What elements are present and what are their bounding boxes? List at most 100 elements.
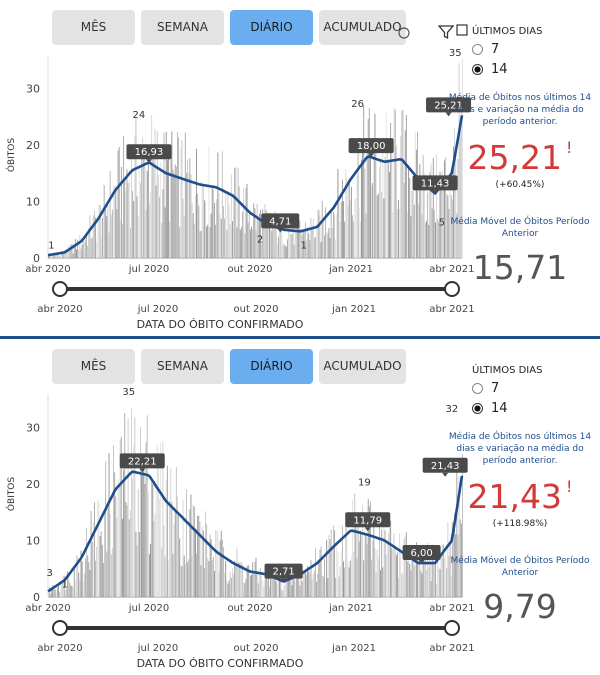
focus-mode-icon[interactable] [456,24,468,40]
daily-bar [146,415,148,597]
tab-semana[interactable]: SEMANA [141,10,224,45]
tab-mes[interactable]: MÊS [52,10,135,45]
more-options-icon[interactable] [398,27,410,43]
daily-bar [175,166,177,258]
daily-bar [64,253,66,258]
average-value: 25,21! [467,138,573,177]
daily-bar [424,222,426,258]
daily-bar [395,555,397,597]
slider-tick-label: abr 2021 [429,643,474,654]
daily-bar [159,196,160,258]
daily-bar [460,523,462,597]
daily-bar [126,169,128,258]
daily-bar [226,229,228,258]
daily-bar [245,579,247,597]
daily-bar [298,567,300,597]
svg-text:4,71: 4,71 [269,216,291,227]
tab-diario[interactable]: DIÁRIO [230,349,313,384]
radio-option-14[interactable]: 14 [472,62,508,77]
daily-bar [73,565,75,597]
daily-bar [181,140,183,258]
daily-bar [278,571,279,597]
slider-handle-start[interactable] [52,281,68,297]
daily-bar [285,246,287,258]
daily-bar [337,168,339,258]
daily-bar [350,186,352,258]
daily-bar [235,167,237,258]
daily-bar [114,185,116,258]
tab-mes[interactable]: MÊS [52,349,135,384]
tab-diario[interactable]: DIÁRIO [230,10,313,45]
daily-bar [299,220,301,258]
data-label: 24 [133,110,146,121]
daily-bar [267,566,269,597]
daily-bar [373,141,375,258]
daily-bar [269,213,270,258]
daily-bar [114,472,116,597]
daily-bar [440,556,442,597]
y-axis-label: ÓBITOS [7,476,18,512]
radio-option-14[interactable]: 14 [472,401,508,416]
daily-bar [417,550,419,597]
daily-bar [432,559,434,597]
daily-bar [199,521,201,597]
daily-bar [224,573,226,597]
daily-bar [361,532,362,597]
daily-bar [289,229,291,258]
slider-handle-end[interactable] [444,281,460,297]
daily-bar [384,530,386,597]
daily-bar [189,158,191,258]
daily-bar [402,109,404,258]
radio-option-7[interactable]: 7 [472,42,499,57]
daily-bar [384,156,386,258]
tab-acumulado[interactable]: ACUMULADO [319,10,406,45]
daily-bar [251,574,252,597]
daily-bar [177,132,178,258]
daily-bar [291,234,293,258]
daily-bar [236,227,238,258]
y-tick-label: 20 [26,478,40,491]
filter-icon[interactable] [437,24,455,44]
daily-bar [284,582,286,597]
slider-handle-end[interactable] [444,620,460,636]
radio-option-7[interactable]: 7 [472,381,499,396]
slider-handle-start[interactable] [52,620,68,636]
value-callout: 16,93 [126,144,172,164]
daily-bar [56,587,58,597]
daily-bar [418,204,420,258]
daily-bar [228,580,230,597]
daily-bar [300,575,302,597]
tab-acumulado[interactable]: ACUMULADO [319,349,406,384]
daily-bar [439,569,441,597]
daily-bar [49,586,51,597]
daily-bar [64,590,66,597]
daily-bar [352,499,353,597]
daily-bar [140,182,141,258]
daily-bar [81,244,83,258]
daily-bar [240,561,242,597]
daily-bar [426,570,427,597]
daily-bar [229,571,231,597]
last-days-label: ÚLTIMOS DIAS [472,365,543,376]
daily-bar [439,171,441,258]
daily-bar [271,230,273,258]
daily-bar [450,194,452,258]
daily-bar [105,209,107,258]
daily-bar [172,553,174,597]
daily-bar [370,148,371,258]
daily-bar [316,581,318,597]
svg-text:22,21: 22,21 [128,456,157,467]
daily-bar [72,253,74,258]
daily-bar [223,546,224,597]
daily-bar [427,542,429,597]
daily-bar [216,199,218,258]
daily-bar [160,442,162,597]
daily-bar [166,159,168,258]
average-description: Média de Óbitos nos últimos 14 dias e va… [448,432,592,466]
tab-semana[interactable]: SEMANA [141,349,224,384]
daily-bar [437,219,439,258]
daily-bar [328,228,330,258]
daily-bar [292,216,294,258]
x-axis-title: DATA DO ÓBITO CONFIRMADO [136,657,304,670]
daily-bar [430,580,432,597]
